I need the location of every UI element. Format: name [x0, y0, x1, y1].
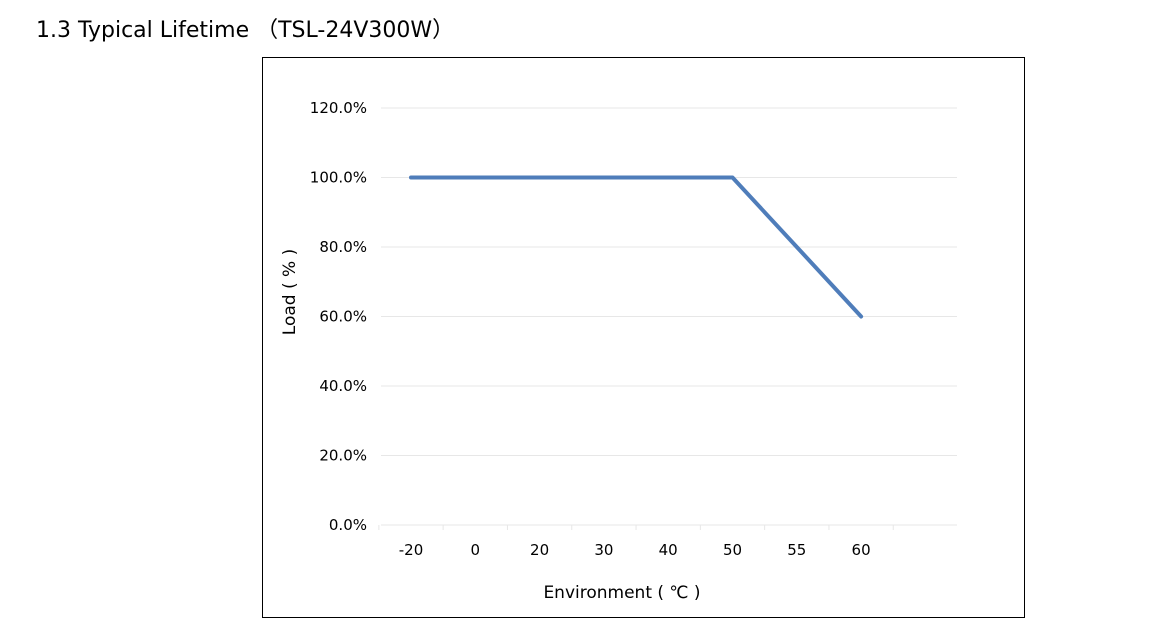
y-tick-label: 120.0% — [310, 99, 367, 117]
y-tick-label: 40.0% — [319, 377, 367, 395]
x-tick-label: -20 — [399, 541, 424, 559]
x-tick-label: 55 — [787, 541, 806, 559]
lifetime-chart: 0.0% 20.0% 40.0% 60.0% 80.0% 100.0% 120.0% -20… — [280, 99, 957, 603]
section-title: 1.3 Typical Lifetime （TSL-24V300W） — [36, 18, 455, 43]
x-tick-labels: -20 0 20 30 40 50 55 60 — [399, 541, 871, 559]
y-tick-label: 20.0% — [319, 447, 367, 465]
chart-frame: 0.0% 20.0% 40.0% 60.0% 80.0% 100.0% 120.0% -20… — [262, 57, 1025, 618]
series-lines — [409, 175, 864, 319]
y-tick-label: 0.0% — [329, 516, 367, 534]
y-tick-label: 100.0% — [310, 169, 367, 187]
y-tick-label: 80.0% — [319, 238, 367, 256]
series-line-0 — [409, 175, 864, 319]
x-tick-label: 30 — [594, 541, 613, 559]
x-axis-title: Environment ( ℃ ) — [543, 583, 700, 603]
y-tick-labels: 0.0% 20.0% 40.0% 60.0% 80.0% 100.0% 120.0% — [310, 99, 367, 534]
grid-lines — [378, 107, 957, 530]
x-tick-label: 40 — [659, 541, 678, 559]
y-axis-title: Load ( % ) — [280, 249, 300, 335]
x-tick-label: 20 — [530, 541, 549, 559]
x-tick-label: 50 — [723, 541, 742, 559]
x-tick-label: 0 — [471, 541, 481, 559]
y-tick-label: 60.0% — [319, 308, 367, 326]
x-tick-label: 60 — [852, 541, 871, 559]
